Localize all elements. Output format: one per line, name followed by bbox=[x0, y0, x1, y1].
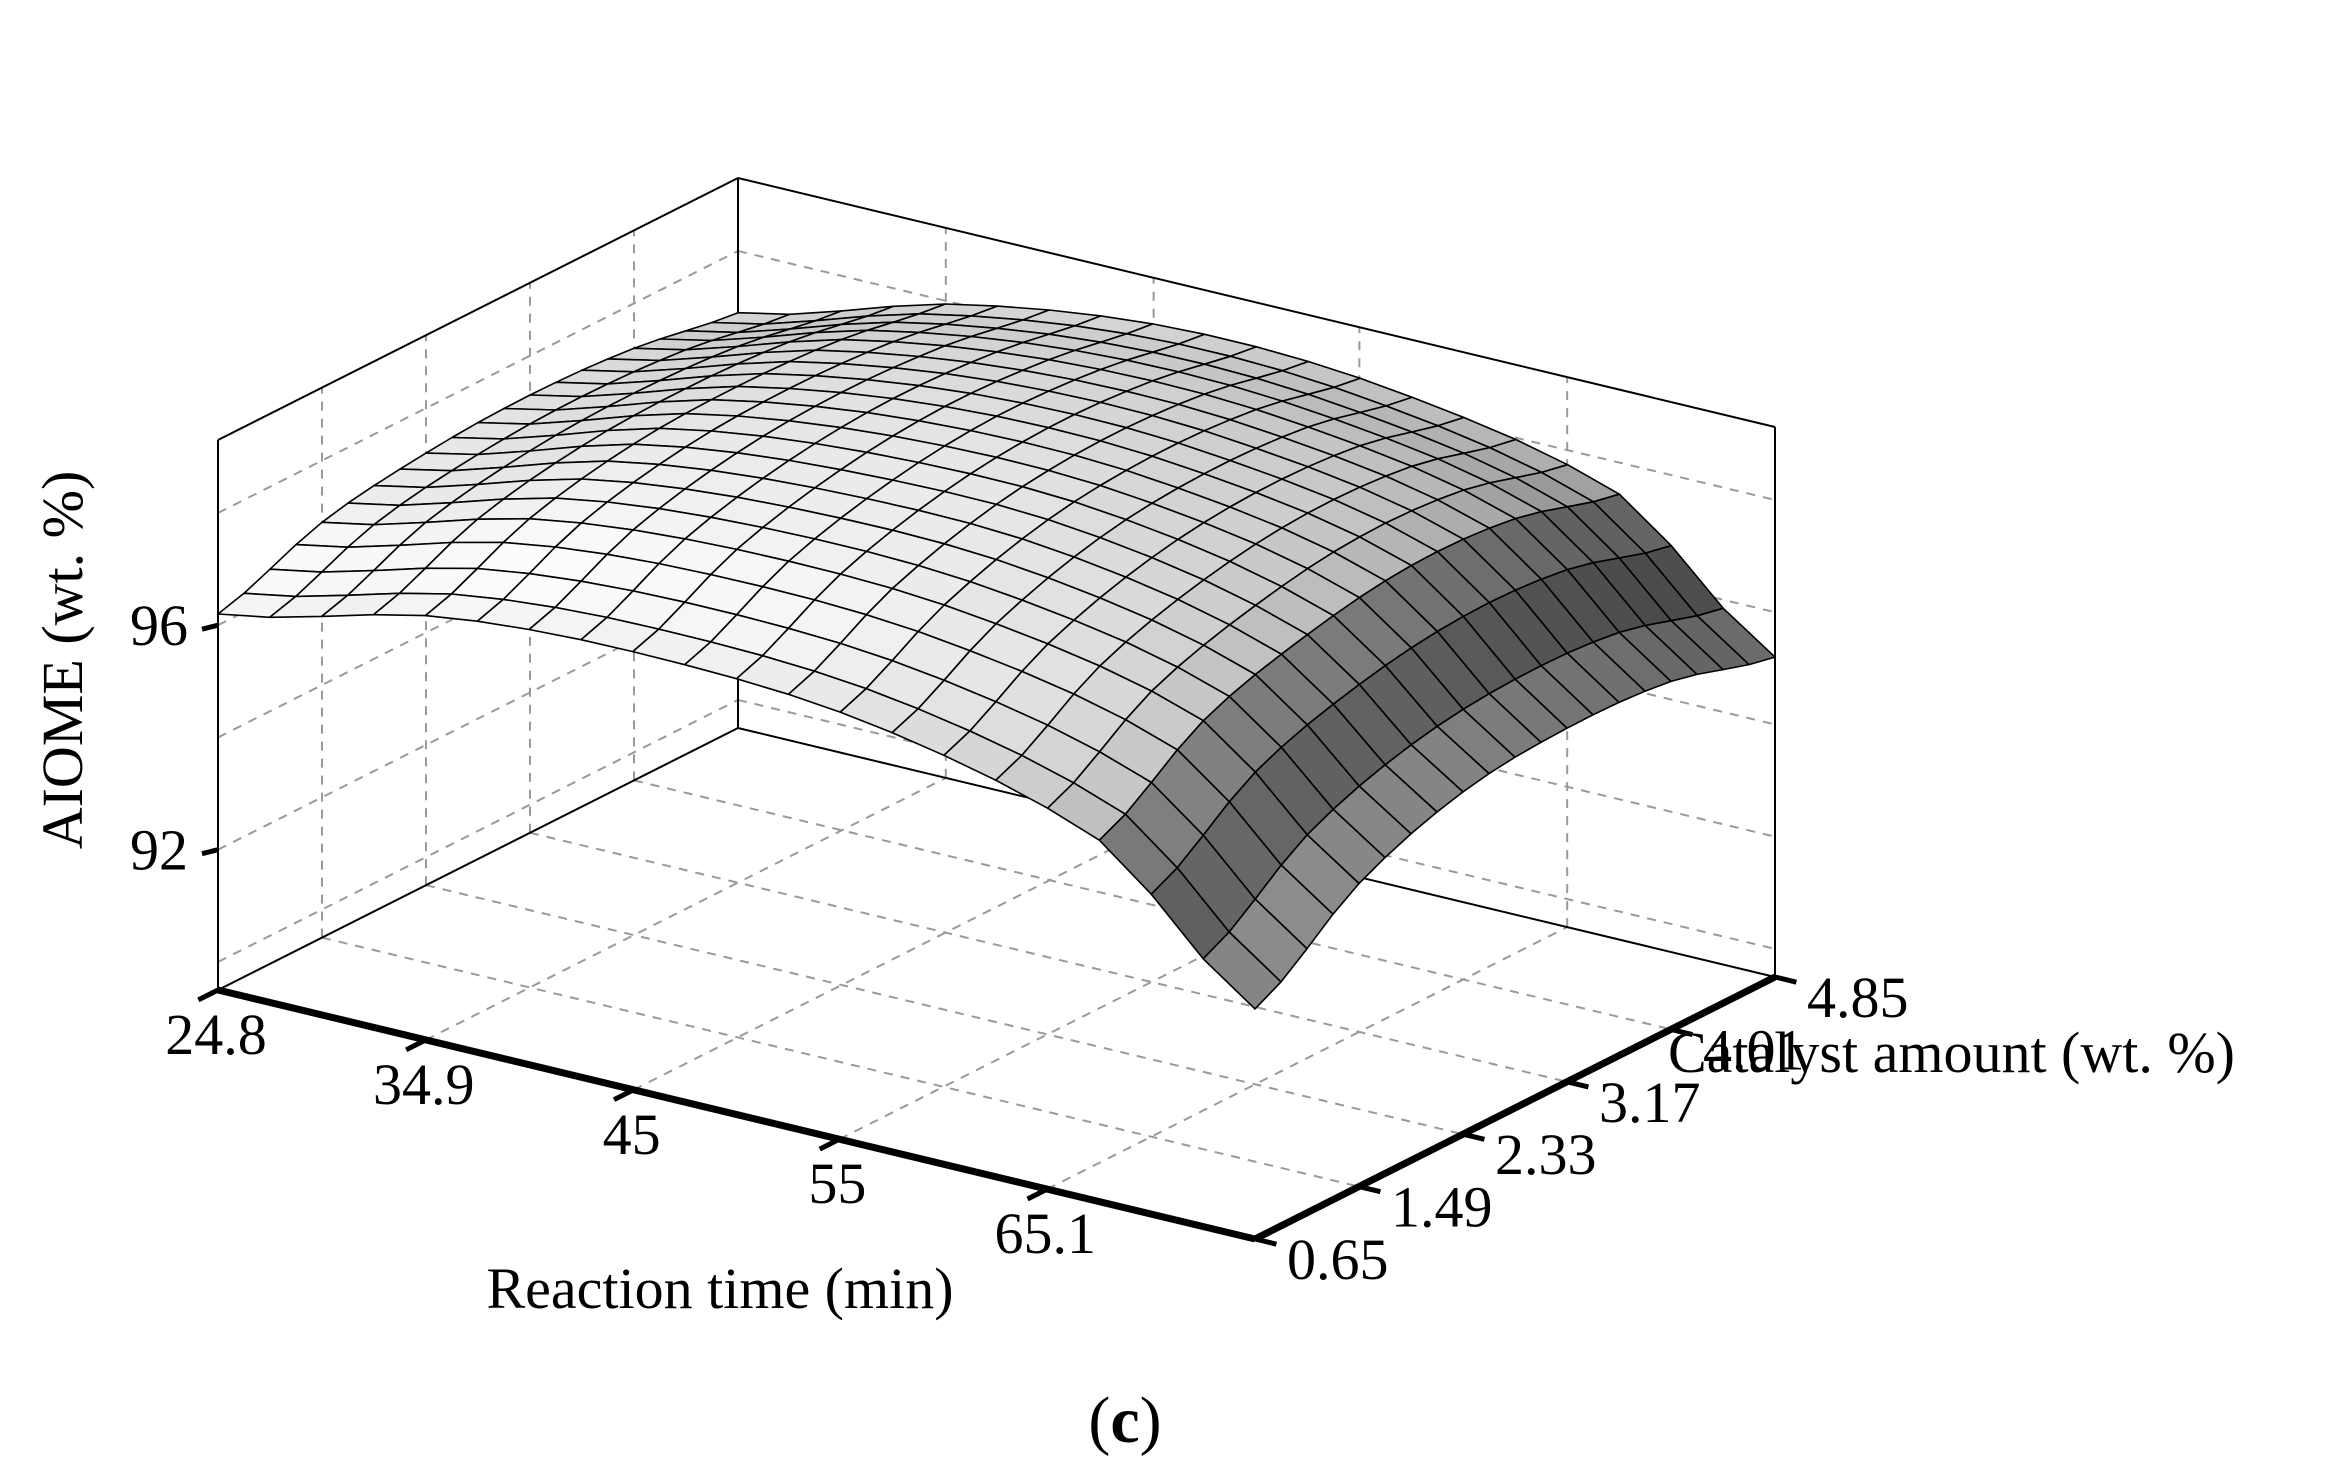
y-tick-mark bbox=[1774, 974, 1797, 985]
y-tick-mark bbox=[1566, 1079, 1589, 1090]
y-tick-mark bbox=[1358, 1184, 1381, 1195]
x-tick-mark bbox=[1026, 1186, 1049, 1202]
frame-edge bbox=[737, 177, 1776, 428]
y-tick-labels: 0.651.492.333.174.014.85 bbox=[1287, 965, 1909, 1292]
panel-letter: c bbox=[1110, 1384, 1139, 1457]
y-tick-label: 1.49 bbox=[1391, 1175, 1493, 1240]
y-axis-line bbox=[1253, 973, 1777, 1243]
x-axis-line bbox=[217, 986, 1256, 1243]
floor-gridline bbox=[425, 884, 1464, 1136]
z-axis-title: AIOME (wt. %) bbox=[30, 471, 95, 850]
x-tick-mark bbox=[818, 1136, 841, 1152]
frame-edge bbox=[217, 177, 739, 441]
left-wall-gridline bbox=[217, 699, 739, 963]
floor-gridline bbox=[633, 826, 1155, 1091]
panel-open-paren: ( bbox=[1088, 1384, 1110, 1457]
x-tick-label: 55 bbox=[808, 1151, 866, 1216]
y-tick-label: 4.01 bbox=[1703, 1017, 1805, 1082]
x-tick-mark bbox=[197, 987, 220, 1003]
floor-gridline bbox=[529, 831, 1568, 1083]
y-tick-label: 0.65 bbox=[1287, 1227, 1389, 1292]
y-tick-label: 3.17 bbox=[1599, 1070, 1701, 1135]
svg-text:(c): (c) bbox=[1088, 1384, 1161, 1457]
floor-gridline bbox=[425, 777, 947, 1041]
front-axes bbox=[197, 622, 1797, 1247]
left-wall-gridline bbox=[217, 586, 739, 851]
z-tick-mark bbox=[201, 847, 219, 857]
x-tick-labels: 24.8 34.9 45 55 65.1 bbox=[165, 1002, 1096, 1266]
floor-gridline bbox=[321, 936, 1360, 1188]
y-tick-mark bbox=[1462, 1131, 1485, 1142]
panel-close-paren: ) bbox=[1140, 1384, 1162, 1457]
z-tick-mark bbox=[201, 622, 219, 632]
floor-gridline bbox=[838, 876, 1360, 1141]
x-tick-label: 65.1 bbox=[994, 1201, 1096, 1266]
y-axis-title: Catalyst amount (wt. %) bbox=[1668, 1020, 2235, 1085]
left-wall-gridline bbox=[217, 250, 739, 514]
y-tick-mark bbox=[1254, 1236, 1277, 1247]
floor-grid bbox=[321, 777, 1672, 1190]
x-tick-label: 34.9 bbox=[373, 1052, 475, 1117]
x-tick-mark bbox=[405, 1037, 427, 1053]
floor-gridline bbox=[633, 779, 1672, 1031]
y-tick-label: 4.85 bbox=[1807, 965, 1909, 1030]
y-tick-mark bbox=[1670, 1026, 1693, 1037]
plot-frame bbox=[217, 177, 1776, 991]
z-tick-label: 96 bbox=[130, 593, 188, 658]
x-axis-title: Reaction time (min) bbox=[486, 1256, 953, 1321]
frame-edge bbox=[217, 727, 739, 991]
floor-gridline bbox=[1046, 926, 1568, 1190]
x-tick-label: 24.8 bbox=[165, 1002, 267, 1067]
response-surface bbox=[217, 303, 1776, 1010]
x-tick-label: 45 bbox=[603, 1102, 661, 1167]
z-tick-labels: 92 96 bbox=[130, 593, 188, 883]
panel-label: (c) bbox=[1088, 1384, 1161, 1457]
z-tick-label: 92 bbox=[130, 818, 188, 883]
y-tick-label: 2.33 bbox=[1495, 1122, 1597, 1187]
surface-facet bbox=[1202, 931, 1282, 1010]
x-tick-mark bbox=[612, 1087, 635, 1102]
